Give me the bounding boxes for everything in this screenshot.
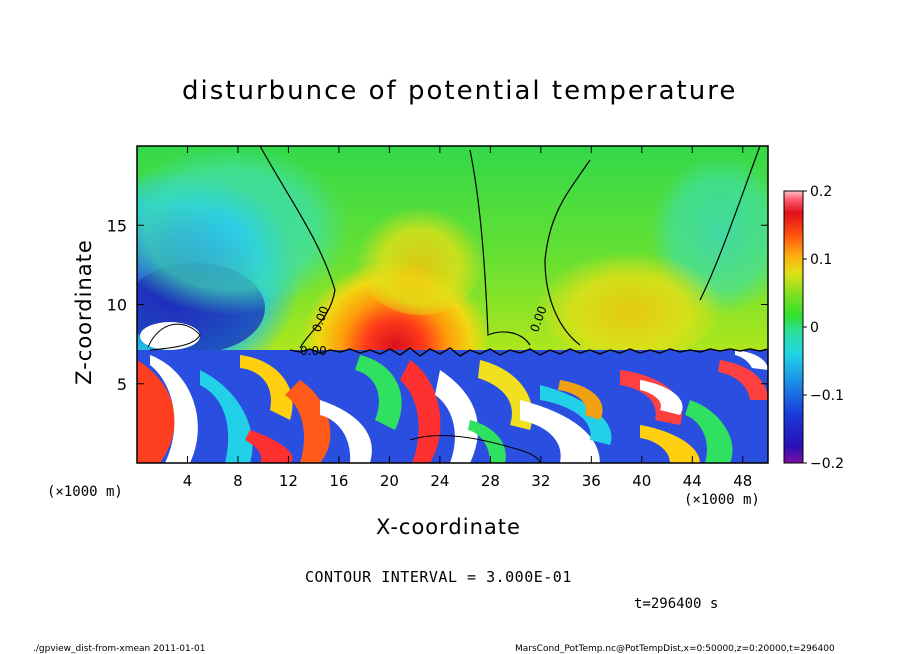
x-tick-label: 44 [683, 472, 702, 490]
x-tick-label: 28 [481, 472, 500, 490]
contour-band-noise [289, 347, 768, 357]
y-axis-label: Z-coordinate [72, 239, 96, 385]
contour-line-far-right [699, 146, 761, 301]
chart-title: disturbunce of potential temperature [182, 76, 738, 106]
colorbar [783, 190, 804, 464]
contour-line-left [259, 146, 336, 349]
x-tick-label: 48 [733, 472, 752, 490]
contour-label-2: 0.00 [300, 344, 327, 358]
colorbar-tick-label: −0.2 [810, 456, 844, 472]
contour-line-center [469, 149, 531, 346]
x-tick-label: 32 [531, 472, 550, 490]
x-axis-label: X-coordinate [376, 515, 521, 539]
x-tick-label: 16 [329, 472, 348, 490]
time-label: t=296400 s [634, 596, 719, 612]
white-core-left [140, 322, 200, 350]
footer-right: MarsCond_PotTemp.nc@PotTempDist,x=0:5000… [515, 644, 835, 654]
y-tick-label: 5 [117, 375, 127, 394]
contour-line-bottom [409, 435, 541, 463]
x-unit-label: (×1000 m) [684, 492, 760, 508]
x-tick-label: 40 [632, 472, 651, 490]
y-tick-label: 10 [107, 296, 127, 315]
contour-interval-text: CONTOUR INTERVAL = 3.000E-01 [305, 568, 572, 586]
x-tick-label: 24 [430, 472, 449, 490]
colorbar-tick-label: 0 [810, 320, 819, 336]
footer-left: ./gpview_dist-from-xmean 2011-01-01 [33, 644, 206, 654]
cyan-region-left [137, 146, 350, 315]
x-tick-label: 4 [183, 472, 193, 490]
x-tick-label: 12 [279, 472, 298, 490]
y-tick-label: 15 [107, 216, 127, 235]
colorbar-tick-label: 0.1 [810, 252, 832, 268]
contour-line-right [544, 159, 591, 346]
warm-region-right [535, 240, 725, 360]
x-ticks: 4 8 12 16 20 24 28 32 36 40 44 48 [183, 146, 752, 490]
x-tick-label: 20 [380, 472, 399, 490]
colorbar-ticks: 0.2 0.1 0 −0.1 −0.2 [803, 184, 844, 472]
colorbar-tick-label: 0.2 [810, 184, 832, 200]
x-tick-label: 36 [582, 472, 601, 490]
x-tick-label: 8 [233, 472, 243, 490]
warm-region-center-upper [355, 195, 485, 315]
y-unit-label: (×1000 m) [47, 484, 123, 500]
contour-line-left-core [147, 323, 201, 351]
y-ticks: 5 10 15 [107, 216, 768, 394]
colorbar-tick-label: −0.1 [810, 388, 844, 404]
